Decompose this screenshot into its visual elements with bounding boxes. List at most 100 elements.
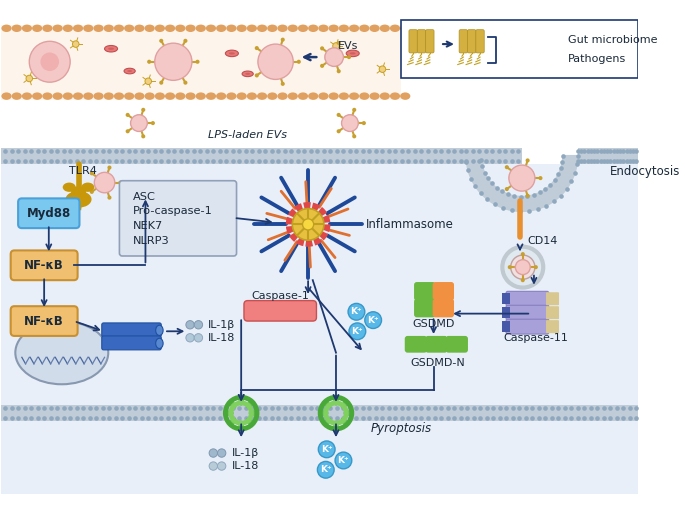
Ellipse shape	[350, 52, 356, 54]
Text: Gut microbiome: Gut microbiome	[569, 35, 658, 46]
Circle shape	[281, 37, 285, 41]
Wedge shape	[308, 215, 330, 224]
FancyBboxPatch shape	[446, 336, 468, 353]
Ellipse shape	[329, 25, 339, 32]
Bar	[577, 148, 638, 164]
Wedge shape	[286, 224, 308, 234]
Ellipse shape	[42, 93, 53, 100]
FancyBboxPatch shape	[11, 250, 77, 280]
Text: Pyroptosis: Pyroptosis	[371, 422, 432, 435]
Ellipse shape	[175, 93, 186, 100]
Wedge shape	[308, 224, 322, 246]
Circle shape	[335, 452, 352, 469]
Bar	[1, 164, 638, 494]
Wedge shape	[308, 224, 328, 240]
Circle shape	[303, 219, 314, 230]
Bar	[1, 25, 401, 100]
Circle shape	[258, 44, 293, 79]
Ellipse shape	[1, 93, 12, 100]
Ellipse shape	[124, 25, 134, 32]
Circle shape	[186, 321, 195, 329]
Circle shape	[131, 115, 147, 132]
Circle shape	[347, 55, 351, 59]
Circle shape	[90, 171, 94, 175]
Text: NF-κB: NF-κB	[24, 314, 64, 328]
Text: IL-18: IL-18	[232, 461, 259, 471]
Ellipse shape	[245, 73, 250, 75]
Ellipse shape	[66, 191, 92, 208]
Ellipse shape	[369, 25, 379, 32]
Text: IL-18: IL-18	[208, 333, 235, 343]
Ellipse shape	[349, 93, 359, 100]
Circle shape	[184, 80, 188, 84]
FancyBboxPatch shape	[11, 306, 77, 336]
Circle shape	[90, 190, 94, 194]
Bar	[1, 404, 638, 421]
Ellipse shape	[63, 183, 76, 192]
Circle shape	[73, 41, 79, 47]
Ellipse shape	[225, 410, 234, 416]
FancyBboxPatch shape	[546, 292, 559, 305]
Ellipse shape	[400, 93, 410, 100]
Circle shape	[281, 82, 285, 86]
Ellipse shape	[340, 418, 349, 425]
Ellipse shape	[229, 401, 236, 409]
Ellipse shape	[229, 418, 236, 425]
FancyBboxPatch shape	[433, 299, 454, 317]
Circle shape	[297, 60, 301, 64]
Ellipse shape	[73, 25, 83, 32]
Text: K⁺: K⁺	[320, 465, 332, 474]
Ellipse shape	[124, 93, 134, 100]
Ellipse shape	[124, 68, 135, 74]
Ellipse shape	[247, 25, 257, 32]
FancyBboxPatch shape	[502, 293, 510, 304]
Ellipse shape	[339, 25, 349, 32]
Ellipse shape	[196, 25, 206, 32]
Ellipse shape	[15, 321, 108, 385]
Wedge shape	[288, 208, 308, 224]
Circle shape	[147, 60, 151, 64]
Circle shape	[320, 46, 324, 50]
Text: GSDMD: GSDMD	[412, 319, 455, 329]
FancyBboxPatch shape	[102, 323, 161, 337]
FancyBboxPatch shape	[546, 320, 559, 333]
Ellipse shape	[114, 25, 124, 32]
FancyBboxPatch shape	[467, 30, 476, 53]
Ellipse shape	[186, 25, 196, 32]
Circle shape	[141, 108, 145, 112]
Circle shape	[521, 278, 525, 282]
Ellipse shape	[93, 93, 103, 100]
Text: EVs: EVs	[338, 41, 358, 51]
Ellipse shape	[247, 93, 257, 100]
Wedge shape	[296, 224, 308, 246]
Ellipse shape	[349, 25, 359, 32]
Ellipse shape	[114, 93, 124, 100]
Text: NF-κB: NF-κB	[24, 259, 64, 272]
Text: IL-1β: IL-1β	[232, 448, 259, 458]
Ellipse shape	[83, 93, 93, 100]
Ellipse shape	[242, 71, 253, 77]
Circle shape	[534, 265, 538, 269]
Ellipse shape	[298, 25, 308, 32]
FancyBboxPatch shape	[102, 336, 161, 350]
Circle shape	[320, 64, 324, 68]
Circle shape	[151, 121, 155, 125]
Wedge shape	[306, 224, 313, 247]
Text: K⁺: K⁺	[321, 445, 332, 454]
FancyBboxPatch shape	[414, 282, 436, 301]
Circle shape	[521, 252, 525, 256]
Circle shape	[40, 52, 59, 71]
Ellipse shape	[340, 401, 349, 409]
Circle shape	[509, 165, 535, 191]
Bar	[466, 148, 522, 164]
Ellipse shape	[22, 93, 32, 100]
Ellipse shape	[63, 93, 73, 100]
Ellipse shape	[359, 93, 369, 100]
Ellipse shape	[339, 93, 349, 100]
Text: K⁺: K⁺	[351, 307, 362, 316]
Wedge shape	[308, 224, 330, 232]
Circle shape	[349, 323, 366, 339]
Circle shape	[108, 196, 112, 200]
Ellipse shape	[323, 418, 332, 425]
Wedge shape	[294, 203, 308, 224]
